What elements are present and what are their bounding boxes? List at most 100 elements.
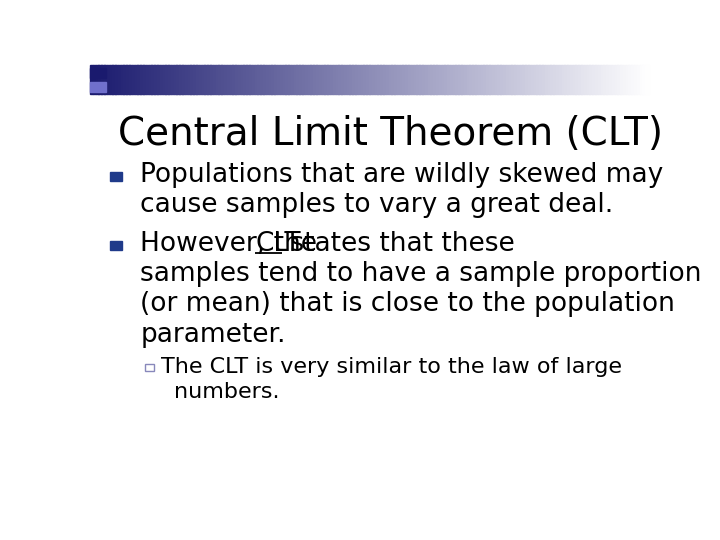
- Bar: [271, 65, 275, 94]
- Bar: [609, 65, 612, 94]
- Bar: [450, 65, 454, 94]
- Bar: [319, 65, 322, 94]
- Bar: [274, 65, 277, 94]
- Bar: [358, 65, 361, 94]
- Bar: [495, 65, 498, 94]
- Bar: [313, 65, 317, 94]
- Bar: [505, 65, 509, 94]
- Bar: [336, 65, 339, 94]
- Bar: [461, 65, 464, 94]
- Bar: [171, 65, 174, 94]
- Bar: [252, 65, 255, 94]
- Bar: [447, 65, 451, 94]
- Bar: [280, 65, 283, 94]
- Bar: [230, 65, 233, 94]
- Bar: [199, 65, 202, 94]
- Bar: [631, 65, 634, 94]
- Bar: [411, 65, 414, 94]
- Bar: [581, 65, 585, 94]
- Bar: [598, 65, 601, 94]
- Bar: [528, 65, 531, 94]
- Text: The CLT is very similar to the law of large: The CLT is very similar to the law of la…: [161, 357, 622, 377]
- Bar: [369, 65, 372, 94]
- Bar: [118, 65, 121, 94]
- Bar: [333, 65, 336, 94]
- Bar: [349, 65, 353, 94]
- Bar: [422, 65, 426, 94]
- Bar: [520, 65, 523, 94]
- Bar: [174, 65, 177, 94]
- Bar: [121, 65, 124, 94]
- Bar: [578, 65, 582, 94]
- Bar: [481, 65, 484, 94]
- Bar: [233, 65, 235, 94]
- Bar: [587, 65, 590, 94]
- Bar: [492, 65, 495, 94]
- Bar: [620, 65, 624, 94]
- Bar: [182, 65, 186, 94]
- Bar: [593, 65, 595, 94]
- Bar: [612, 65, 615, 94]
- Bar: [433, 65, 436, 94]
- Bar: [352, 65, 356, 94]
- Bar: [341, 65, 344, 94]
- Bar: [405, 65, 409, 94]
- Bar: [90, 82, 106, 92]
- Bar: [168, 65, 171, 94]
- Bar: [347, 65, 350, 94]
- Bar: [104, 65, 107, 94]
- Bar: [255, 65, 258, 94]
- Bar: [140, 65, 143, 94]
- Bar: [366, 65, 369, 94]
- Bar: [397, 65, 400, 94]
- Bar: [93, 65, 96, 94]
- Bar: [377, 65, 381, 94]
- Bar: [151, 65, 155, 94]
- Bar: [324, 65, 328, 94]
- Bar: [498, 65, 500, 94]
- Bar: [394, 65, 397, 94]
- Bar: [138, 65, 141, 94]
- Bar: [307, 65, 311, 94]
- Bar: [508, 65, 512, 94]
- Bar: [556, 65, 559, 94]
- Bar: [263, 65, 266, 94]
- Bar: [90, 68, 106, 78]
- Bar: [567, 65, 570, 94]
- Bar: [559, 65, 562, 94]
- Bar: [372, 65, 375, 94]
- Bar: [266, 65, 269, 94]
- Text: states that these: states that these: [282, 231, 514, 257]
- Bar: [145, 65, 149, 94]
- Bar: [441, 65, 445, 94]
- Bar: [258, 65, 261, 94]
- Text: parameter.: parameter.: [140, 322, 286, 348]
- Bar: [135, 65, 138, 94]
- Bar: [637, 65, 640, 94]
- Bar: [475, 65, 478, 94]
- Bar: [330, 65, 333, 94]
- Bar: [526, 65, 528, 94]
- Bar: [235, 65, 238, 94]
- Bar: [400, 65, 403, 94]
- Bar: [469, 65, 473, 94]
- Bar: [584, 65, 588, 94]
- Bar: [243, 65, 247, 94]
- Text: cause samples to vary a great deal.: cause samples to vary a great deal.: [140, 192, 613, 218]
- Bar: [260, 65, 264, 94]
- Bar: [109, 172, 122, 181]
- Bar: [132, 65, 135, 94]
- Bar: [436, 65, 439, 94]
- Bar: [615, 65, 618, 94]
- Text: CLT: CLT: [255, 231, 301, 257]
- Bar: [642, 65, 646, 94]
- Bar: [570, 65, 573, 94]
- Bar: [536, 65, 540, 94]
- Bar: [374, 65, 378, 94]
- Bar: [210, 65, 213, 94]
- Bar: [179, 65, 183, 94]
- Bar: [489, 65, 492, 94]
- Bar: [112, 65, 116, 94]
- Text: However, the: However, the: [140, 231, 325, 257]
- Bar: [575, 65, 579, 94]
